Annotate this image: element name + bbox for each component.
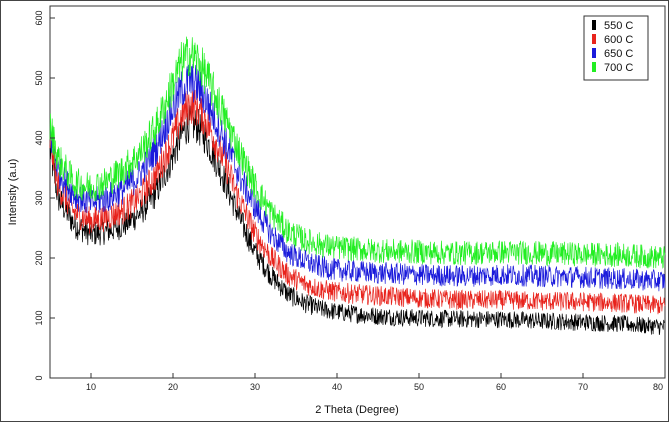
- legend-entry: 550 C: [604, 20, 633, 32]
- legend-swatch: [592, 48, 596, 58]
- legend: 550 C 600 C 650 C 700 C: [583, 15, 649, 81]
- x-tick-label: 40: [332, 382, 342, 392]
- series-line-650-c: [49, 64, 666, 292]
- x-axis-label: 2 Theta (Degree): [315, 404, 399, 416]
- series-line-600-c: [49, 89, 666, 315]
- y-tick-label: 300: [34, 190, 44, 205]
- plot-area: [49, 5, 666, 379]
- legend-swatch: [592, 34, 596, 44]
- legend-entry: 600 C: [604, 34, 633, 46]
- y-tick-label: 500: [34, 70, 44, 85]
- y-tick-label: 400: [34, 130, 44, 145]
- x-tick-label: 70: [578, 382, 588, 392]
- x-tick-label: 10: [86, 382, 96, 392]
- x-tick-label: 30: [250, 382, 260, 392]
- x-tick-label: 60: [496, 382, 506, 392]
- series-line-700-c: [49, 36, 666, 269]
- series-layer: [49, 36, 666, 335]
- legend-entry: 700 C: [604, 62, 633, 74]
- y-axis-label: Intensity (a.u): [7, 159, 19, 226]
- legend-entry: 650 C: [604, 48, 633, 60]
- legend-swatch: [592, 20, 596, 30]
- legend-swatch: [592, 62, 596, 72]
- series-line-550-c: [49, 105, 666, 335]
- x-tick-label: 50: [414, 382, 424, 392]
- y-tick-label: 600: [34, 10, 44, 25]
- y-tick-label: 100: [34, 310, 44, 325]
- y-tick-label: 0: [34, 375, 44, 380]
- y-tick-label: 200: [34, 250, 44, 265]
- x-tick-label: 20: [168, 382, 178, 392]
- x-axis: 10 20 30 40 50 60 70 80: [86, 373, 666, 392]
- x-tick-label: 80: [653, 382, 663, 392]
- y-axis: 0 100 200 300 400 500 600: [34, 10, 55, 381]
